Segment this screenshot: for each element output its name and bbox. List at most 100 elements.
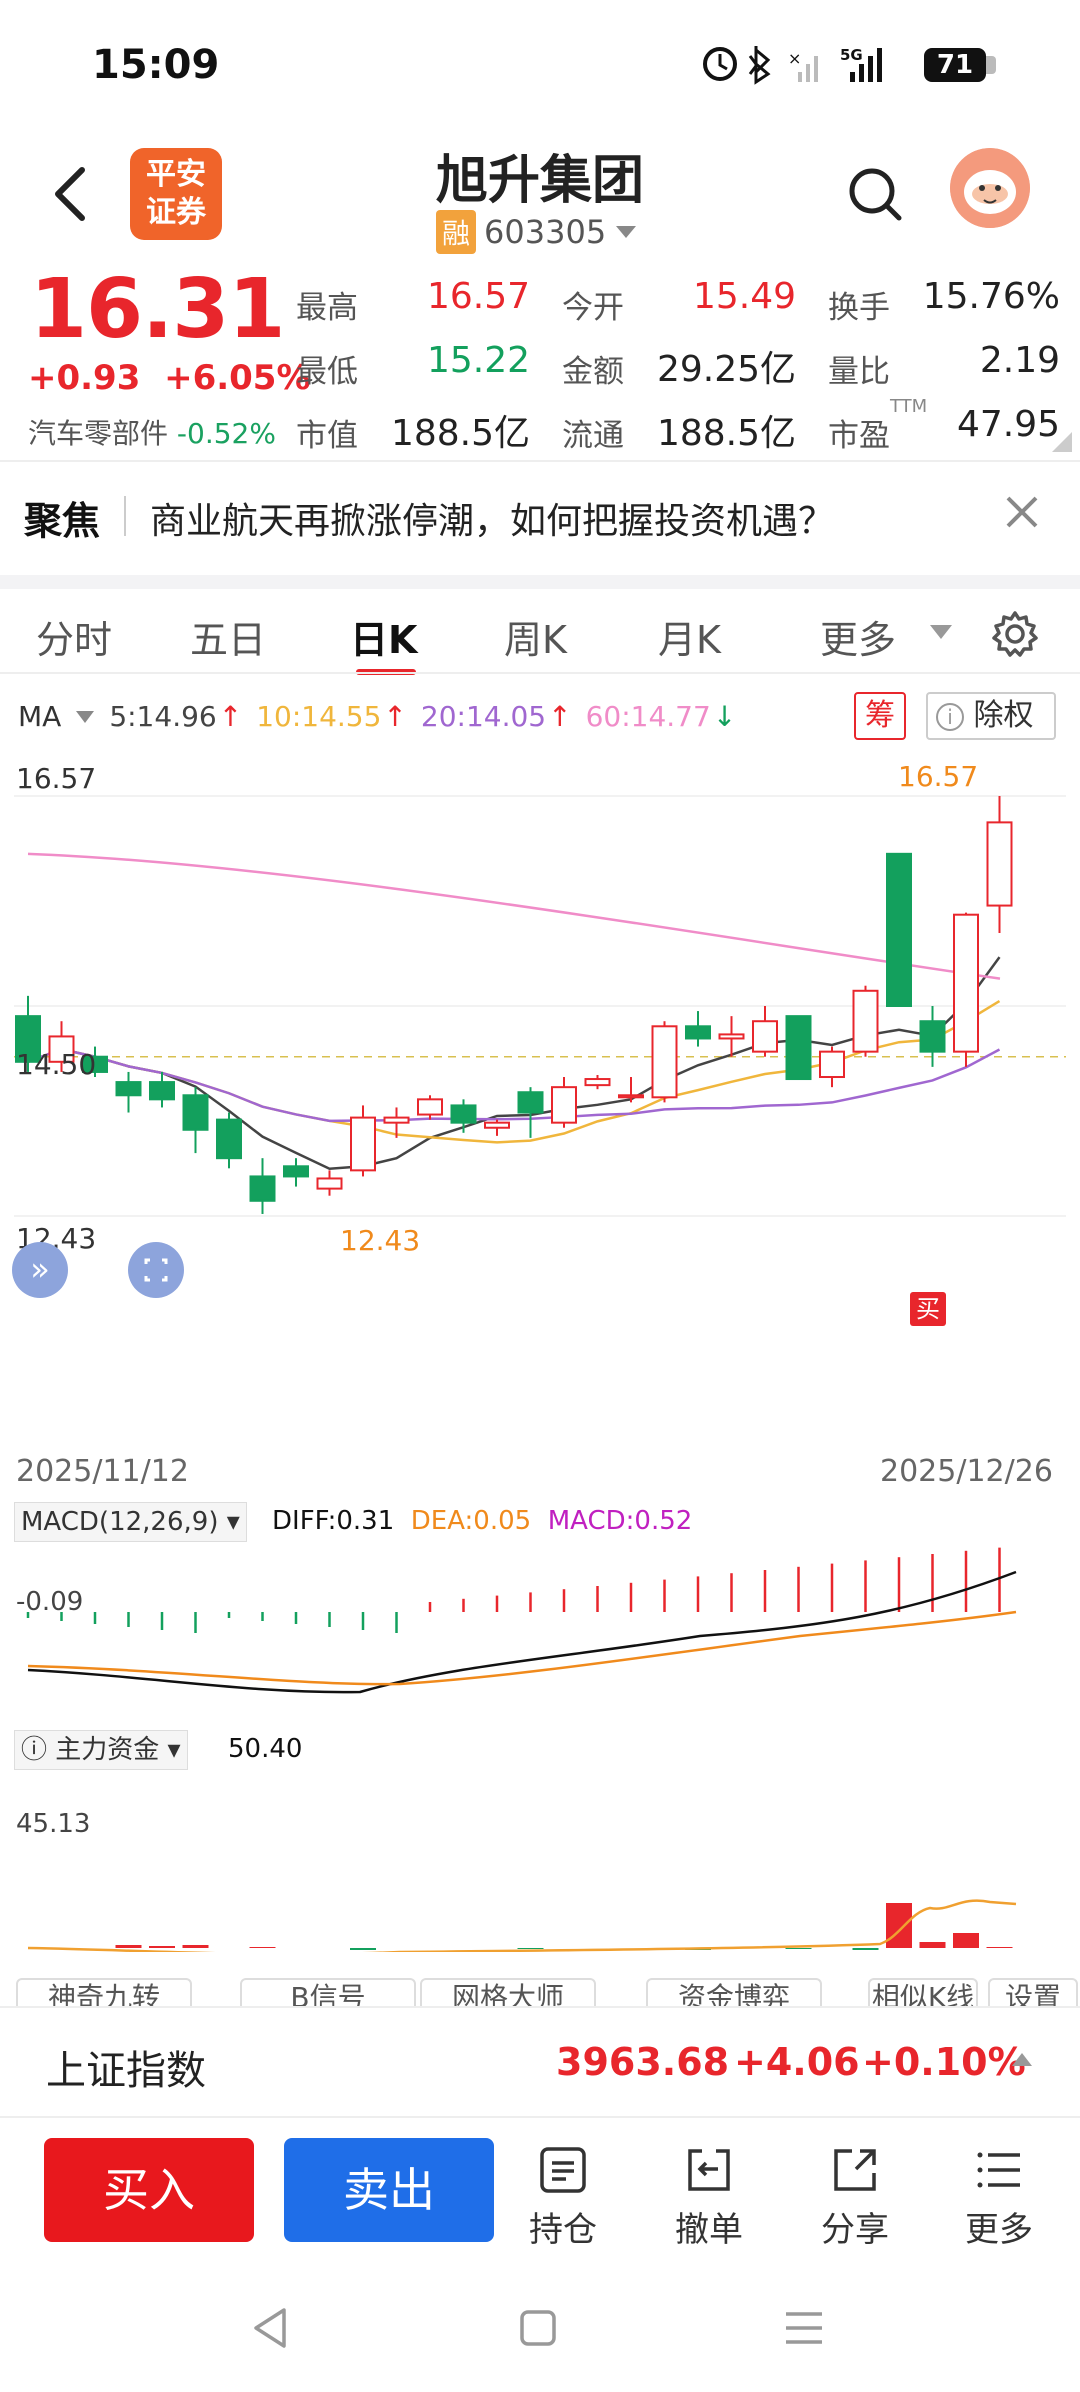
tab-weekly-k[interactable]: 周K [504, 618, 567, 662]
candle-body[interactable] [919, 1020, 946, 1053]
candle-body[interactable] [886, 852, 912, 1008]
fullscreen-icon[interactable] [128, 1242, 184, 1298]
fund-bar [517, 1948, 544, 1949]
candle-body[interactable] [953, 913, 979, 1053]
candle-body[interactable] [685, 1025, 711, 1040]
candle-body[interactable] [852, 989, 879, 1053]
macd-selector[interactable]: MACD(12,26,9) ▾ [14, 1502, 247, 1542]
nav-back-icon[interactable] [250, 2306, 290, 2350]
focus-headline[interactable]: 商业航天再掀涨停潮，如何把握投资机遇？ [150, 501, 835, 542]
macd-macd: MACD:0.52 [547, 1506, 693, 1536]
ma5-line [27, 956, 1001, 1170]
buy-button[interactable]: 买入 [44, 2138, 254, 2242]
candle-body[interactable] [752, 1020, 778, 1053]
macd-chart[interactable]: -0.09 [0, 1546, 1080, 1726]
candle-body[interactable] [718, 1033, 745, 1040]
candle-body[interactable] [383, 1116, 410, 1124]
stock-code-selector[interactable]: 融 603305 [436, 210, 638, 254]
battery-tip [986, 56, 996, 74]
search-icon[interactable] [845, 164, 905, 224]
collapse-arrow-icon[interactable] [1010, 2050, 1034, 2068]
candle-body[interactable] [48, 1035, 75, 1063]
candle-body[interactable] [149, 1081, 175, 1101]
candle-body[interactable] [316, 1177, 343, 1190]
tab-daily-k[interactable]: 日K [350, 618, 418, 662]
back-arrow-icon[interactable] [42, 164, 102, 224]
candle-body[interactable] [785, 1015, 812, 1081]
pill-similar-k[interactable]: 相似K线 [868, 1978, 978, 2006]
fund-bar [886, 1903, 912, 1948]
candle-body[interactable] [182, 1094, 209, 1131]
last-price: 16.31 [30, 262, 285, 357]
sector-info[interactable]: 汽车零部件 -0.52% [28, 412, 276, 452]
candle-body[interactable] [517, 1091, 544, 1114]
candlestick-chart[interactable]: 16.57 14.50 16.57 12.43 [0, 756, 1080, 1256]
candle-body[interactable] [216, 1118, 242, 1160]
buy-signal-marker[interactable]: 买 [910, 1292, 946, 1326]
y-axis-mid-label: 14.50 [16, 1048, 96, 1081]
main-fund-chart[interactable]: 45.13 [0, 1772, 1080, 1952]
tab-more[interactable]: 更多 [820, 618, 897, 662]
close-icon[interactable] [1002, 492, 1042, 532]
candle-body[interactable] [82, 1055, 108, 1073]
ma20-value: 20:14.05 [420, 700, 547, 733]
focus-news-bar[interactable]: 聚焦 商业航天再掀涨停潮，如何把握投资机遇？ [0, 462, 1080, 572]
candle-body[interactable] [819, 1050, 845, 1079]
bluetooth-icon [748, 46, 771, 85]
nav-recents-icon[interactable] [782, 2308, 826, 2348]
index-ticker[interactable]: 上证指数 3963.68 +4.06 +0.10% [0, 2006, 1080, 2116]
high-price-marker: 16.57 [898, 760, 978, 793]
candle-body[interactable] [618, 1094, 644, 1099]
candle-body[interactable] [986, 821, 1013, 907]
sell-button[interactable]: 卖出 [284, 2138, 494, 2242]
chip-distribution-button[interactable]: 筹 [854, 692, 906, 740]
broker-logo[interactable]: 平安 证券 [130, 148, 222, 240]
pe-value: 47.95 [956, 404, 1060, 445]
change-amount: +0.93 [28, 358, 141, 398]
share-button[interactable]: 分享 [800, 2138, 910, 2251]
pill-settings[interactable]: 设置 [988, 1978, 1078, 2006]
candle-body[interactable] [249, 1175, 276, 1202]
candle-body[interactable] [15, 1015, 41, 1063]
clock: 15:09 [92, 42, 220, 88]
pill-magic-nine[interactable]: 神奇九转 [16, 1978, 192, 2006]
holdings-button[interactable]: 持仓 [508, 2138, 618, 2251]
stock-code: 603305 [484, 213, 607, 251]
assistant-avatar[interactable] [950, 148, 1030, 228]
dea-line [27, 1610, 1017, 1686]
candle-body[interactable] [115, 1081, 142, 1097]
low-value: 15.22 [426, 340, 530, 381]
candle-body[interactable] [350, 1116, 376, 1172]
low-label: 最低 [296, 354, 358, 390]
ex-rights-label: 除权 [973, 698, 1034, 733]
cancel-order-label: 撤单 [675, 2210, 743, 2250]
tab-five-day[interactable]: 五日 [190, 618, 267, 662]
nav-home-icon[interactable] [518, 2308, 558, 2348]
macd-axis-label: -0.09 [16, 1587, 83, 1617]
cancel-order-button[interactable]: 撤单 [654, 2138, 764, 2251]
tab-monthly-k[interactable]: 月K [658, 618, 721, 662]
pill-grid-master[interactable]: 网格大师 [420, 1978, 596, 2006]
share-label: 分享 [821, 2210, 889, 2250]
fund-bar [986, 1947, 1013, 1948]
ma-legend[interactable]: MA 5:14.96 ↑ 10:14.55 ↑ 20:14.05 ↑ 60:14.77… [18, 700, 736, 733]
candle-body[interactable] [651, 1025, 678, 1099]
ma60-arrow: ↓ [712, 700, 737, 733]
pill-fund-game[interactable]: 资金博弈 [646, 1978, 822, 2006]
main-fund-selector[interactable]: ⓘ 主力资金 ▾ [14, 1730, 188, 1770]
expand-corner-icon[interactable] [1050, 430, 1074, 454]
candle-body[interactable] [450, 1104, 477, 1124]
fast-forward-icon[interactable]: » [12, 1242, 68, 1298]
macd-diff: DIFF:0.31 [272, 1506, 395, 1536]
settings-gear-icon[interactable] [990, 609, 1040, 659]
more-button[interactable]: 更多 [944, 2138, 1054, 2251]
chart-area[interactable]: MA 5:14.96 ↑ 10:14.55 ↑ 20:14.05 ↑ 60:14.77… [0, 676, 1080, 2006]
pill-b-signal[interactable]: B信号 [240, 1978, 416, 2006]
candle-body[interactable] [283, 1165, 309, 1178]
candle-body[interactable] [551, 1086, 577, 1124]
ex-rights-button[interactable]: i 除权 [926, 692, 1056, 740]
candle-body[interactable] [417, 1098, 443, 1116]
candle-body[interactable] [584, 1078, 611, 1087]
candle-body[interactable] [484, 1121, 510, 1129]
tab-intraday[interactable]: 分时 [36, 618, 113, 662]
